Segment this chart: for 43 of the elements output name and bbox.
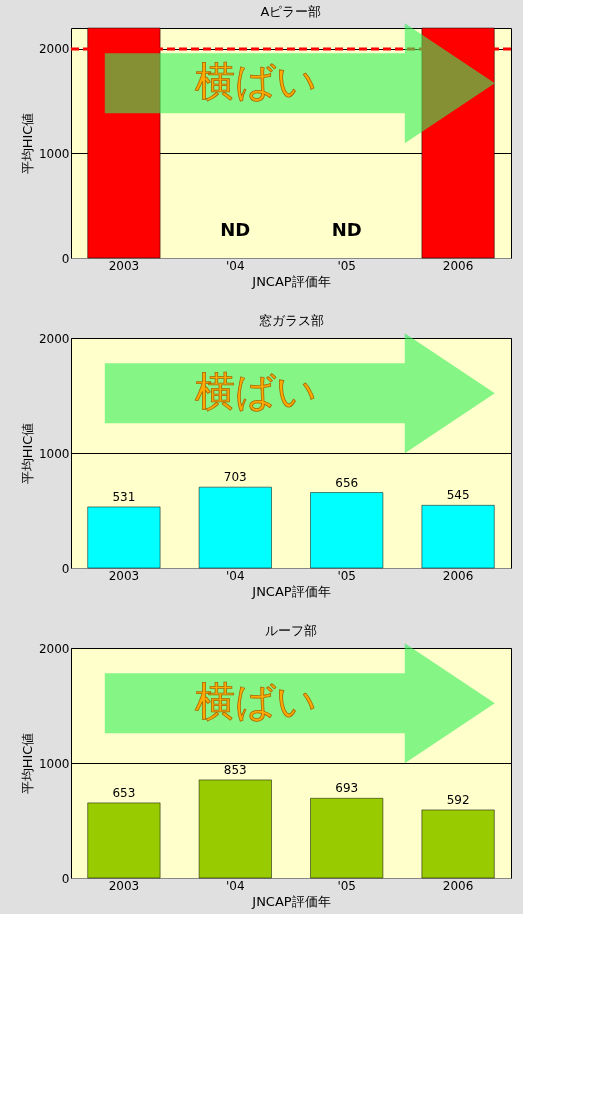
- x-axis-title: JNCAP評価年: [251, 273, 331, 289]
- chart-title: Aピラー部: [260, 4, 322, 20]
- data-label: 531: [112, 489, 136, 504]
- data-label: 693: [335, 781, 359, 796]
- annotation: 横ばい: [194, 58, 317, 105]
- y-tick-label: 2000: [38, 42, 70, 57]
- data-label: 545: [446, 488, 470, 503]
- y-axis-title: 平均HIC値: [19, 112, 35, 175]
- x-tick-label: 2006: [442, 568, 474, 583]
- x-tick-label: '05: [337, 568, 356, 583]
- annotation: 横ばい: [194, 678, 317, 725]
- x-tick-label: 2006: [442, 878, 474, 893]
- x-axis-title: JNCAP評価年: [251, 893, 331, 909]
- x-tick-label: 2006: [442, 258, 474, 273]
- y-tick-label: 0: [61, 561, 70, 576]
- x-tick-label: '05: [337, 878, 356, 893]
- y-tick-label: 1000: [38, 146, 70, 161]
- data-label: 592: [446, 792, 470, 807]
- text: ND: [220, 219, 251, 240]
- x-tick-label: 2003: [108, 568, 140, 583]
- y-axis-title: 平均HIC値: [19, 422, 35, 485]
- x-tick-label: '04: [226, 878, 245, 893]
- y-tick-label: 0: [61, 871, 70, 886]
- annotation: 横ばい: [194, 368, 317, 415]
- data-label: 853: [223, 762, 247, 777]
- data-label: 703: [223, 470, 247, 485]
- x-tick-label: '04: [226, 258, 245, 273]
- y-tick-label: 2000: [38, 331, 70, 346]
- y-tick-label: 0: [61, 251, 70, 266]
- y-tick-label: 2000: [38, 641, 70, 656]
- text: ND: [331, 219, 362, 240]
- x-tick-label: 2003: [108, 878, 140, 893]
- data-label: 656: [335, 475, 359, 490]
- data-label: 653: [112, 785, 136, 800]
- x-tick-label: '05: [337, 258, 356, 273]
- x-tick-label: '04: [226, 568, 245, 583]
- x-axis-title: JNCAP評価年: [251, 583, 331, 599]
- chart-title: ルーフ部: [265, 623, 317, 638]
- y-axis-title: 平均HIC値: [19, 732, 35, 795]
- x-tick-label: 2003: [108, 258, 140, 273]
- y-tick-label: 1000: [38, 446, 70, 461]
- y-tick-label: 1000: [38, 756, 70, 771]
- chart-title: 窓ガラス部: [258, 313, 324, 328]
